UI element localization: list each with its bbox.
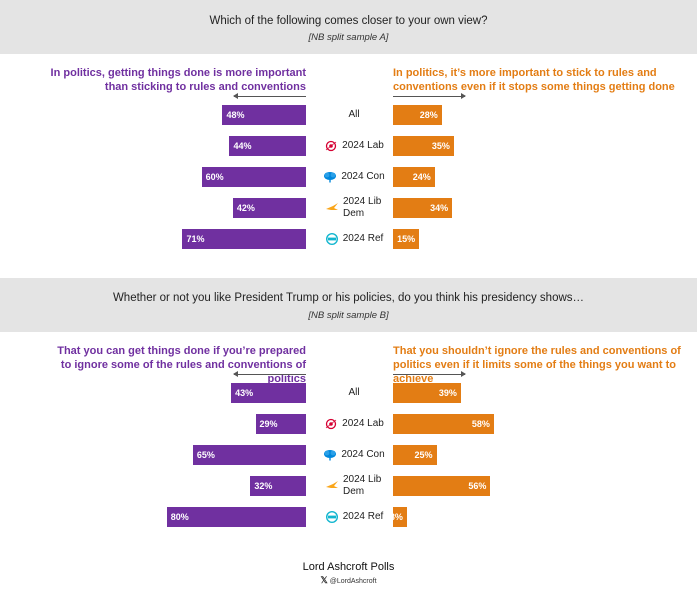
bar-left: 32%: [250, 476, 306, 496]
footer-brand: Lord Ashcroft Polls: [302, 561, 395, 573]
bar-left: 42%: [232, 198, 306, 218]
category-text: 2024 Lab: [342, 418, 384, 429]
data-label: 65%: [196, 450, 215, 460]
data-label: 28%: [419, 110, 438, 120]
category-label: All: [314, 379, 394, 407]
chart-a-header: [0, 0, 697, 54]
chart-b-title: Whether or not you like President Trump …: [112, 292, 585, 304]
bar-right: 24%: [393, 167, 435, 187]
category-text: 2024 Lab: [342, 140, 384, 151]
bar-right: 25%: [393, 445, 437, 465]
category-text: 2024 Ref: [342, 233, 384, 244]
reform-logo-icon: [325, 510, 339, 524]
category-label: 2024 Lab: [314, 132, 394, 160]
libdem-bird-icon: [325, 480, 339, 492]
data-label: 71%: [186, 234, 205, 244]
category-label: All: [314, 101, 394, 129]
bar-right: 8%: [389, 507, 407, 527]
chart-a-left-series-label: In politics, getting things done is more…: [50, 67, 306, 93]
chart-a-title: Which of the following comes closer to y…: [209, 15, 488, 27]
bar-left: 71%: [182, 229, 306, 249]
data-label: 32%: [254, 481, 273, 491]
chart-a-subtitle: [NB split sample A]: [308, 32, 389, 43]
libdem-bird-icon: [325, 202, 339, 214]
bar-right: 58%: [393, 414, 494, 434]
data-label: 34%: [430, 203, 449, 213]
category-text: 2024 Con: [341, 171, 385, 182]
bar-left: 44%: [229, 136, 306, 156]
bar-right: 35%: [393, 136, 454, 156]
bar-right: 28%: [393, 105, 442, 125]
chart-b-header: [0, 278, 697, 332]
conservative-tree-icon: [323, 171, 337, 183]
bar-right: 15%: [393, 229, 420, 249]
footer-handle-row: 𝕏 @LordAshcroft: [0, 575, 697, 586]
data-label: 48%: [226, 110, 245, 120]
data-label: 15%: [397, 234, 416, 244]
category-label: 2024 Con: [314, 163, 394, 191]
chart-a-right-series-label: In politics, it’s more important to stic…: [393, 67, 675, 93]
category-text: All: [348, 109, 360, 120]
bar-right: 56%: [393, 476, 491, 496]
reform-logo-icon: [325, 232, 339, 246]
bar-right: 39%: [393, 383, 461, 403]
conservative-tree-icon: [323, 449, 337, 461]
data-label: 29%: [259, 419, 278, 429]
bar-left: 43%: [231, 383, 306, 403]
category-text: All: [348, 387, 360, 398]
data-label: 44%: [233, 141, 252, 151]
chart-b-right-arrow: [393, 371, 466, 377]
bar-left: 29%: [255, 414, 306, 434]
data-label: 80%: [170, 512, 189, 522]
chart-b-subtitle: [NB split sample B]: [308, 310, 389, 321]
data-label: 24%: [412, 172, 431, 182]
footer-handle: @LordAshcroft: [329, 578, 377, 585]
category-label: 2024 Ref: [314, 225, 394, 253]
category-text: 2024 Lib Dem: [343, 196, 382, 219]
category-label: 2024 Ref: [314, 503, 394, 531]
bar-right: 34%: [393, 198, 453, 218]
bar-left: 48%: [222, 105, 306, 125]
data-label: 25%: [414, 450, 433, 460]
category-label: 2024 Lib Dem: [314, 194, 394, 222]
chart-b-left-arrow: [233, 371, 306, 377]
chart-a-left-arrow: [233, 93, 306, 99]
chart-a-right-arrow: [393, 93, 466, 99]
category-label: 2024 Lab: [314, 410, 394, 438]
chart-b-left-series-label: That you can get things done if you’re p…: [57, 345, 306, 385]
category-text: 2024 Lib Dem: [343, 474, 382, 497]
bar-left: 65%: [192, 445, 306, 465]
data-label: 60%: [205, 172, 224, 182]
category-text: 2024 Con: [341, 449, 385, 460]
bar-left: 60%: [201, 167, 306, 187]
category-label: 2024 Lib Dem: [314, 472, 394, 500]
chart-b-right-series-label: That you shouldn’t ignore the rules and …: [393, 345, 681, 385]
bar-left: 80%: [166, 507, 306, 527]
category-label: 2024 Con: [314, 441, 394, 469]
labour-rose-icon: [324, 140, 338, 152]
labour-rose-icon: [324, 418, 338, 430]
data-label: 8%: [389, 512, 403, 522]
data-label: 58%: [471, 419, 490, 429]
data-label: 43%: [235, 388, 254, 398]
data-label: 56%: [468, 481, 487, 491]
x-logo-icon: 𝕏: [320, 575, 328, 585]
data-label: 39%: [438, 388, 457, 398]
category-text: 2024 Ref: [342, 511, 384, 522]
data-label: 42%: [236, 203, 255, 213]
data-label: 35%: [431, 141, 450, 151]
